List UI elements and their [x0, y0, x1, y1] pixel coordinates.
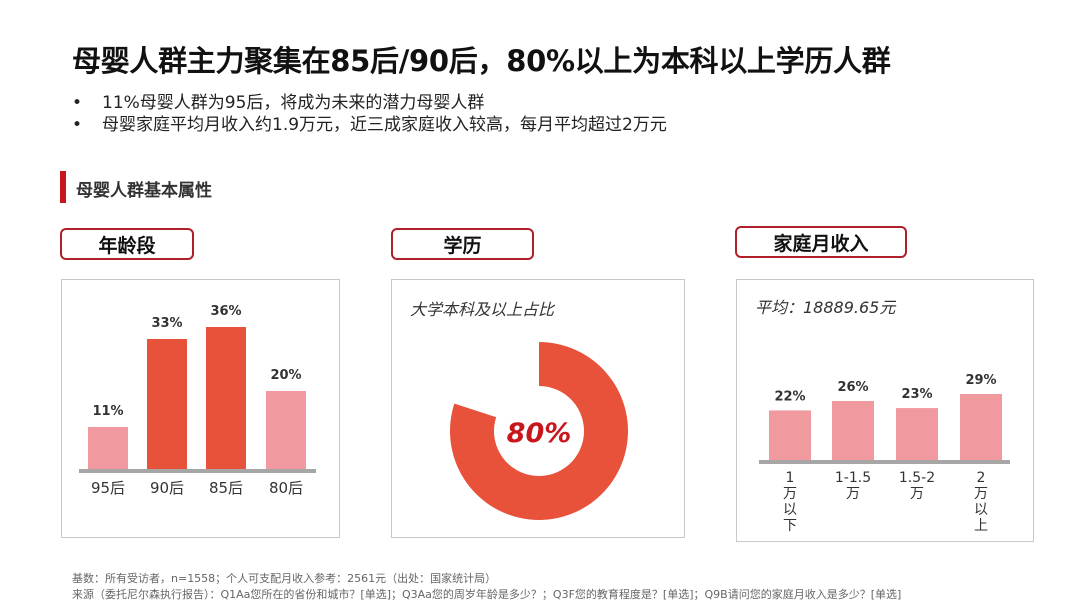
age-category-label: 85后	[209, 479, 243, 497]
income-bar	[832, 401, 874, 462]
income-value-label: 29%	[965, 373, 996, 388]
income-bar-chart: 22% 1 万以下 26% 1-1.5 万 23% 1.5-2 万 29% 2 万以上	[759, 373, 1010, 534]
income-bar	[960, 394, 1002, 462]
bullet-text: 母婴家庭平均月收入约1.9万元，近三成家庭收入较高，每月平均超过2万元	[102, 115, 667, 135]
footer-base-note: 基数：所有受访者，n=1558；个人可支配月收入参考：2561元（出处：国家统计…	[72, 572, 497, 585]
donut-slice	[450, 342, 628, 520]
income-category-label: 2 万以上	[974, 470, 988, 534]
income-note: 平均：18889.65元	[755, 298, 896, 317]
section-title: 母婴人群基本属性	[76, 181, 212, 201]
bullet-item: • 11%母婴人群为95后，将成为未来的潜力母婴人群	[72, 92, 667, 114]
page-title: 母婴人群主力聚集在85后/90后，80%以上为本科以上学历人群	[72, 44, 891, 78]
age-value-label: 36%	[210, 304, 241, 319]
age-category-label: 80后	[269, 479, 303, 497]
age-category-label: 95后	[91, 479, 125, 497]
age-value-label: 33%	[151, 316, 182, 331]
summary-bullets: • 11%母婴人群为95后，将成为未来的潜力母婴人群 • 母婴家庭平均月收入约1.9…	[72, 92, 667, 136]
age-bar	[266, 391, 306, 471]
donut-center-label: 80%	[507, 418, 572, 449]
footer-source-note: 来源（委托尼尔森执行报告）：Q1Aa您所在的省份和城市？[单选]；Q3Aa您的周…	[72, 588, 902, 601]
education-donut-chart: 80%	[450, 342, 628, 520]
income-bar	[769, 410, 811, 462]
income-category-label: 1-1.5 万	[835, 470, 871, 502]
education-panel: 大学本科及以上占比 80%	[391, 279, 685, 538]
income-value-label: 26%	[837, 380, 868, 395]
income-value-label: 22%	[774, 389, 805, 404]
income-category-label: 1.5-2 万	[899, 470, 935, 502]
age-bar	[147, 339, 187, 471]
bullet-item: • 母婴家庭平均月收入约1.9万元，近三成家庭收入较高，每月平均超过2万元	[72, 114, 667, 136]
income-panel: 平均：18889.65元 22% 1 万以下 26% 1-1.5 万 23% 1.5-2 万 29…	[736, 279, 1034, 542]
bullet-dot-icon: •	[72, 93, 83, 113]
age-bar	[206, 327, 246, 471]
age-value-label: 11%	[92, 404, 123, 419]
income-bar	[896, 408, 938, 462]
income-panel-label: 家庭月收入	[735, 226, 907, 258]
education-panel-label: 学历	[391, 228, 534, 260]
bullet-text: 11%母婴人群为95后，将成为未来的潜力母婴人群	[102, 93, 485, 113]
age-panel-label: 年龄段	[60, 228, 194, 260]
bullet-dot-icon: •	[72, 115, 83, 135]
age-value-label: 20%	[270, 368, 301, 383]
age-panel: 11% 95后 33% 90后 36% 85后 20% 80后	[61, 279, 340, 538]
age-bar-chart: 11% 95后 33% 90后 36% 85后 20% 80后	[79, 304, 316, 497]
section-accent-bar	[60, 171, 66, 203]
age-bar	[88, 427, 128, 471]
donut-slice	[454, 342, 539, 418]
income-value-label: 23%	[901, 387, 932, 402]
income-category-label: 1 万以下	[783, 470, 797, 534]
age-category-label: 90后	[150, 479, 184, 497]
education-note: 大学本科及以上占比	[410, 300, 555, 319]
